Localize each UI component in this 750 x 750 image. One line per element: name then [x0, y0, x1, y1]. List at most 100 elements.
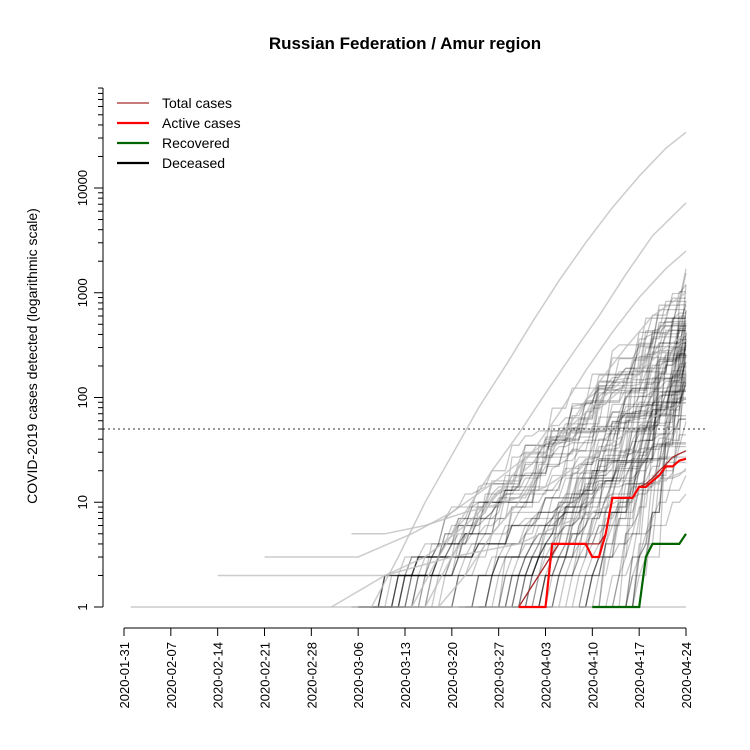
background-series-line [458, 443, 686, 608]
background-series-line [478, 342, 687, 608]
background-series-line [625, 381, 687, 608]
background-series-line [631, 415, 686, 608]
background-series-line [425, 385, 686, 608]
y-tick-label: 1000 [75, 278, 90, 307]
background-series-line [485, 398, 687, 608]
background-series-line [585, 325, 686, 608]
background-series-line [591, 353, 686, 608]
background-series-line [611, 315, 686, 608]
y-axis: 1 10 100 1000 10000 [75, 87, 104, 611]
x-axis: 2020-01-31 2020-02-07 2020-02-14 2020-02-21… [117, 627, 694, 709]
background-series-line [619, 319, 687, 608]
x-tick-label: 2020-02-14 [211, 642, 226, 709]
background-series-line [378, 418, 686, 608]
background-series-line [625, 332, 687, 608]
y-tick-label: 100 [75, 387, 90, 409]
background-series-line [358, 450, 687, 608]
background-series-line [358, 349, 687, 608]
highlight-series-line [437, 292, 687, 608]
highlight-series-line [264, 333, 687, 558]
background-series-line [438, 390, 686, 608]
background-series-line [545, 304, 686, 608]
background-series-line [579, 373, 686, 608]
background-series-line [625, 353, 686, 608]
background-series-group [351, 268, 687, 608]
background-series-line [465, 356, 686, 608]
x-tick-label: 2020-03-13 [398, 642, 413, 709]
background-series-line [512, 342, 686, 608]
background-series-line [358, 272, 687, 608]
chart-title: Russian Federation / Amur region [269, 34, 541, 53]
background-series-line [512, 325, 686, 608]
x-tick-label: 2020-01-31 [117, 642, 132, 709]
background-series-line [418, 378, 687, 608]
background-series-line [398, 321, 686, 608]
background-series-line [525, 398, 686, 608]
legend-label: Active cases [162, 115, 241, 131]
background-series-line [518, 370, 686, 608]
background-series-line [418, 418, 686, 608]
background-series-line [498, 284, 687, 608]
x-tick-label: 2020-04-10 [585, 642, 600, 709]
background-series-line [625, 366, 686, 608]
background-series-line [579, 362, 687, 608]
active-cases-line [518, 457, 687, 609]
background-series-line [371, 390, 686, 608]
y-tick-label: 10 [75, 495, 90, 509]
main-series-group [518, 450, 687, 609]
background-series-line [478, 402, 686, 608]
background-series-line [471, 389, 686, 608]
background-series-line [498, 382, 687, 608]
highlight-series-line [424, 250, 687, 608]
background-series-line [371, 421, 687, 608]
background-series-line [405, 396, 686, 608]
background-series-line [545, 354, 686, 608]
background-series-line [605, 310, 687, 608]
y-axis-label: COVID-2019 cases detected (logarithmic s… [24, 208, 40, 504]
background-series-line [478, 456, 686, 608]
x-tick-label: 2020-04-17 [632, 642, 647, 709]
legend-label: Deceased [162, 155, 225, 171]
background-series-line [358, 338, 686, 608]
background-series-line [512, 304, 687, 608]
x-tick-label: 2020-04-03 [539, 642, 554, 709]
highlight-series-line [217, 339, 687, 577]
background-series-line [391, 317, 686, 608]
legend: Total cases Active cases Recovered Deceased [117, 95, 241, 171]
highlight-series-line [370, 131, 687, 608]
background-series-line [411, 331, 687, 608]
background-series-line [599, 468, 687, 608]
background-series-line [465, 322, 687, 608]
x-tick-label: 2020-02-21 [258, 642, 273, 709]
y-tick-label: 1 [75, 603, 90, 610]
x-tick-label: 2020-03-20 [445, 642, 460, 709]
y-tick-label: 10000 [75, 170, 90, 206]
background-series-line [565, 374, 687, 608]
background-series-line [398, 268, 687, 608]
x-tick-label: 2020-02-07 [164, 642, 179, 709]
highlight-series-line [411, 202, 687, 608]
x-tick-label: 2020-04-24 [679, 642, 694, 709]
background-series-line [525, 327, 686, 608]
background-series-line [512, 284, 687, 608]
background-series-line [398, 342, 686, 608]
x-tick-label: 2020-02-28 [304, 642, 319, 709]
background-series-line [411, 297, 686, 608]
background-series-line [505, 329, 686, 608]
legend-label: Total cases [162, 95, 232, 111]
background-series-line [498, 384, 687, 608]
background-series-line [579, 333, 687, 608]
recovered-line [592, 533, 687, 609]
background-series-line [572, 330, 686, 608]
background-series-line [578, 310, 687, 608]
background-series-line [431, 475, 687, 608]
background-series-line [512, 354, 686, 608]
x-tick-label: 2020-03-27 [492, 642, 507, 709]
background-series-line [471, 324, 687, 608]
background-series-line [378, 317, 686, 608]
background-series-line [525, 493, 687, 608]
background-series-line [492, 354, 687, 608]
legend-label: Recovered [162, 135, 230, 151]
background-series-line [532, 312, 686, 608]
